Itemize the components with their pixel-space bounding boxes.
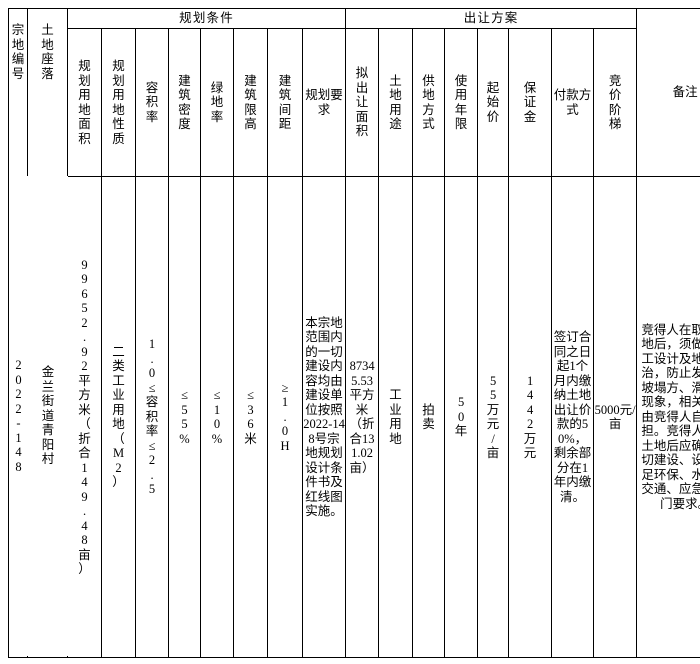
col-header-payment-method: 付款方式 <box>551 28 595 177</box>
cell-bid-increment: 5000元/亩 <box>593 176 638 658</box>
cell-supply-method-text: 拍卖 <box>422 402 435 432</box>
col-header-floor-area-ratio-text: 容积率 <box>145 80 159 124</box>
cell-payment-method: 签订合同之日起1个月内缴纳土地出让价款的50%，剩余部分在1年内缴清。 <box>551 176 595 658</box>
cell-building-spacing-text: ≥1. 0 H <box>280 380 290 453</box>
cell-land-use: 工业用地 <box>378 176 414 658</box>
col-header-building-density-text: 建筑密度 <box>178 73 191 132</box>
cell-transfer-area: 87345.53平方米（折合131.02亩） <box>345 176 380 658</box>
cell-start-price-text: 5 5 万元 / 亩 <box>486 373 500 461</box>
col-header-location-text: 土地座落 <box>41 23 54 81</box>
col-header-land-use: 土地用途 <box>378 28 414 177</box>
group-header-row: 宗地编号 土地座落 规划条件 出让方案 备注 <box>8 8 700 658</box>
cell-land-use-text: 工业用地 <box>389 388 402 446</box>
col-header-deposit-text: 保证金 <box>523 80 537 124</box>
cell-building-density: ≤5 5% <box>168 176 201 658</box>
cell-floor-area-ratio-text: 1. 0 ≤ 容积率 ≤2. 5 <box>145 337 159 497</box>
col-header-supply-method-text: 供地方式 <box>422 73 435 132</box>
col-header-transfer-area: 拟出让面积 <box>345 28 380 177</box>
cell-supply-method: 拍卖 <box>412 176 446 658</box>
col-header-planned-area-text: 规划用地面积 <box>78 59 91 146</box>
col-header-use-term-text: 使用年限 <box>454 73 468 132</box>
col-header-bid-increment: 竞价阶梯 <box>593 28 638 177</box>
col-header-land-use-text: 土地用途 <box>389 73 402 132</box>
cell-remarks: 竞得人在取得土地后，须做好施工设计及地灾防治，防止发生边坡塌方、滑移等现象，相关… <box>636 176 700 658</box>
col-header-start-price: 起始价 <box>477 28 510 177</box>
table-row: 9 9 6 5 2. 9 2 平方米（折合 1 4 9. 4 8 亩） 二类工业用地（M 2） 1. 0 ≤ 容积… <box>9 176 700 658</box>
col-header-start-price-text: 起始价 <box>486 80 500 124</box>
cell-location-text: 金兰街道青阳村 <box>41 365 55 467</box>
column-header-row: 规划用地面积 规划用地性质 容积率 建筑密度 绿地率 建筑限高 <box>9 28 700 177</box>
cell-building-density-text: ≤5 5% <box>179 388 190 446</box>
cell-land-nature: 二类工业用地（M 2） <box>101 176 136 658</box>
col-header-bid-increment-text: 竞价阶梯 <box>608 73 622 132</box>
cell-start-price: 5 5 万元 / 亩 <box>477 176 510 658</box>
cell-green-ratio: ≤1 0% <box>200 176 234 658</box>
col-header-floor-area-ratio: 容积率 <box>135 28 169 177</box>
cell-height-limit: ≤3 6 米 <box>233 176 268 658</box>
col-header-green-ratio: 绿地率 <box>200 28 234 177</box>
cell-land-nature-text: 二类工业用地（M 2） <box>112 344 125 490</box>
col-header-height-limit: 建筑限高 <box>233 28 268 177</box>
col-header-use-term: 使用年限 <box>444 28 479 177</box>
col-header-remarks: 备注 <box>636 8 700 177</box>
col-header-building-spacing: 建筑间距 <box>267 28 303 177</box>
col-header-transfer-area-text: 拟出让面积 <box>355 66 369 139</box>
col-header-land-nature-text: 规划用地性质 <box>112 59 125 146</box>
col-header-building-density: 建筑密度 <box>168 28 201 177</box>
cell-floor-area-ratio: 1. 0 ≤ 容积率 ≤2. 5 <box>135 176 169 658</box>
col-header-height-limit-text: 建筑限高 <box>244 73 257 132</box>
col-header-supply-method: 供地方式 <box>412 28 446 177</box>
cell-planned-area-text: 9 9 6 5 2. 9 2 平方米（折合 1 4 9. 4 8 亩） <box>78 257 91 577</box>
col-header-land-nature: 规划用地性质 <box>101 28 136 177</box>
cell-green-ratio-text: ≤1 0% <box>211 388 223 446</box>
col-header-green-ratio-text: 绿地率 <box>210 80 224 124</box>
cell-planned-area: 9 9 6 5 2. 9 2 平方米（折合 1 4 9. 4 8 亩） <box>67 176 102 658</box>
col-header-building-spacing-text: 建筑间距 <box>278 73 292 132</box>
cell-building-spacing: ≥1. 0 H <box>267 176 303 658</box>
col-header-parcel-no-text: 宗地编号 <box>11 23 25 81</box>
cell-location: 金兰街道青阳村 <box>28 176 68 656</box>
col-header-deposit: 保证金 <box>508 28 553 177</box>
col-header-planned-area: 规划用地面积 <box>67 28 102 177</box>
cell-height-limit-text: ≤3 6 米 <box>244 388 257 446</box>
land-parcel-table: 宗地编号 土地座落 规划条件 出让方案 备注 规划用地面积 规划用地性质 容积率 <box>8 8 700 658</box>
col-header-planning-req: 规划要求 <box>301 28 347 177</box>
group-header-transfer-plan: 出让方案 <box>345 8 638 29</box>
cell-planning-req: 本宗地范围内的一切建设内容均由建设单位按照2022-148号宗地规划设计条件书及… <box>301 176 347 658</box>
group-header-planning-conditions: 规划条件 <box>66 8 347 29</box>
